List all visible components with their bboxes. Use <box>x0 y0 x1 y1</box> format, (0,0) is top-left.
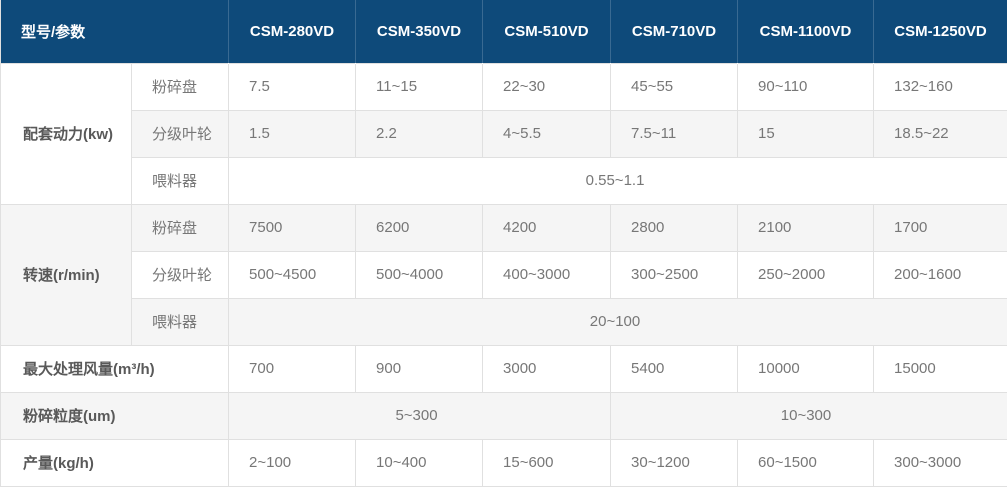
value-cell: 500~4000 <box>355 250 484 299</box>
value-cell: 250~2000 <box>737 250 875 299</box>
value-cell: 6200 <box>355 203 484 252</box>
sub-param-cell: 分级叶轮 <box>130 109 230 158</box>
value-cell: 200~1600 <box>873 250 1007 299</box>
model-header-csm-280vd: CSM-280VD <box>228 0 356 63</box>
value-cell: 5400 <box>610 344 739 393</box>
value-cell: 300~3000 <box>873 438 1007 487</box>
value-cell: 300~2500 <box>610 250 739 299</box>
value-cell: 2100 <box>737 203 875 252</box>
group-label-power: 配套动力(kw) <box>0 62 132 205</box>
value-cell: 22~30 <box>482 62 612 111</box>
model-header-csm-350vd: CSM-350VD <box>355 0 483 63</box>
value-cell: 90~110 <box>737 62 875 111</box>
value-cell: 1700 <box>873 203 1007 252</box>
value-cell: 7.5~11 <box>610 109 739 158</box>
value-cell: 2.2 <box>355 109 484 158</box>
model-header-csm-510vd: CSM-510VD <box>482 0 611 63</box>
value-cell: 45~55 <box>610 62 739 111</box>
value-cell: 7.5 <box>228 62 357 111</box>
row-label-fineness: 粉碎粒度(um) <box>0 391 230 440</box>
value-cell: 60~1500 <box>737 438 875 487</box>
table-row-speed-wheel: 分级叶轮 500~4500 500~4000 400~3000 300~2500… <box>1 250 1007 299</box>
sub-param-cell: 喂料器 <box>130 297 230 346</box>
span-value-cell: 20~100 <box>228 297 1007 346</box>
model-header-csm-1250vd: CSM-1250VD <box>873 0 1007 63</box>
value-cell: 18.5~22 <box>873 109 1007 158</box>
value-cell: 10~400 <box>355 438 484 487</box>
value-cell: 1.5 <box>228 109 357 158</box>
value-cell: 4200 <box>482 203 612 252</box>
value-cell: 10000 <box>737 344 875 393</box>
sub-param-cell: 喂料器 <box>130 156 230 205</box>
table-row-power-feeder: 喂料器 0.55~1.1 <box>1 156 1007 205</box>
value-cell: 15~600 <box>482 438 612 487</box>
value-cell: 132~160 <box>873 62 1007 111</box>
table-row-power-wheel: 分级叶轮 1.5 2.2 4~5.5 7.5~11 15 18.5~22 <box>1 109 1007 158</box>
span-value-cell: 10~300 <box>610 391 1007 440</box>
span-value-cell: 0.55~1.1 <box>228 156 1007 205</box>
value-cell: 400~3000 <box>482 250 612 299</box>
table-row-capacity: 产量(kg/h) 2~100 10~400 15~600 30~1200 60~… <box>0 438 1007 487</box>
table-row-speed-feeder: 喂料器 20~100 <box>1 297 1007 346</box>
model-header-csm-710vd: CSM-710VD <box>610 0 738 63</box>
value-cell: 15000 <box>873 344 1007 393</box>
group-label-speed: 转速(r/min) <box>0 203 132 346</box>
param-header: 型号/参数 <box>0 0 229 63</box>
value-cell: 900 <box>355 344 484 393</box>
value-cell: 30~1200 <box>610 438 739 487</box>
value-cell: 15 <box>737 109 875 158</box>
table-row-power-disc: 配套动力(kw) 粉碎盘 7.5 11~15 22~30 45~55 90~11… <box>0 62 1007 205</box>
value-cell: 700 <box>228 344 357 393</box>
value-cell: 500~4500 <box>228 250 357 299</box>
table-row-fineness: 粉碎粒度(um) 5~300 10~300 <box>0 391 1007 440</box>
value-cell: 11~15 <box>355 62 484 111</box>
row-label-capacity: 产量(kg/h) <box>0 438 230 487</box>
table-row-speed-disc: 转速(r/min) 粉碎盘 7500 6200 4200 2800 2100 1… <box>0 203 1007 346</box>
value-cell: 2~100 <box>228 438 357 487</box>
value-cell: 4~5.5 <box>482 109 612 158</box>
row-label-airflow: 最大处理风量(m³/h) <box>0 344 230 393</box>
sub-param-cell: 粉碎盘 <box>130 203 230 252</box>
table-row-airflow: 最大处理风量(m³/h) 700 900 3000 5400 10000 150… <box>0 344 1007 393</box>
sub-param-cell: 粉碎盘 <box>130 62 230 111</box>
model-header-csm-1100vd: CSM-1100VD <box>737 0 874 63</box>
value-cell: 2800 <box>610 203 739 252</box>
value-cell: 3000 <box>482 344 612 393</box>
header-row: 型号/参数 CSM-280VD CSM-350VD CSM-510VD CSM-… <box>0 0 1007 63</box>
value-cell: 7500 <box>228 203 357 252</box>
span-value-cell: 5~300 <box>228 391 612 440</box>
sub-param-cell: 分级叶轮 <box>130 250 230 299</box>
